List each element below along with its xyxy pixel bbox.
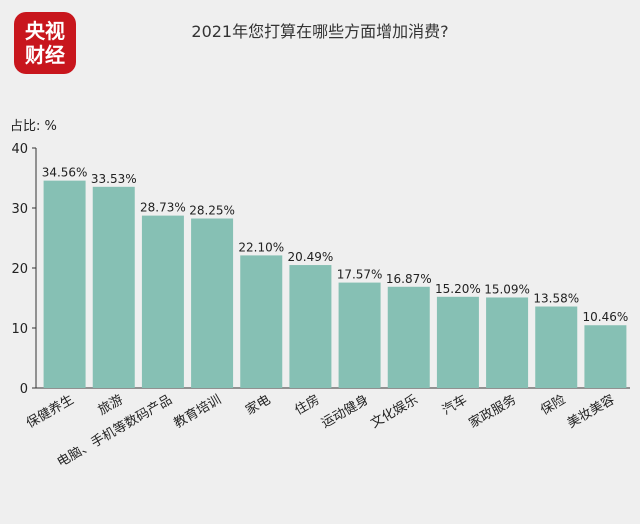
bar <box>535 306 578 388</box>
cctv-finance-logo: 央视 财经 <box>14 12 76 74</box>
category-label: 家政服务 <box>466 392 519 432</box>
data-label: 33.53% <box>91 172 137 186</box>
bar <box>43 180 86 388</box>
data-label: 28.73% <box>140 201 186 215</box>
data-label: 13.58% <box>533 292 579 306</box>
chart-title: 2021年您打算在哪些方面增加消费? <box>191 22 449 41</box>
y-tick-label: 20 <box>11 262 28 277</box>
category-label: 汽车 <box>439 392 470 419</box>
logo-line-2: 财经 <box>25 43 65 67</box>
category-label: 美妆美容 <box>564 392 617 432</box>
data-label: 28.25% <box>189 204 235 218</box>
category-label: 住房 <box>292 392 323 419</box>
data-label: 15.20% <box>435 282 481 296</box>
bar <box>436 296 479 388</box>
category-label: 文化娱乐 <box>368 392 421 431</box>
data-label: 10.46% <box>583 310 629 324</box>
data-label: 20.49% <box>288 250 334 264</box>
y-tick-label: 10 <box>11 322 28 337</box>
category-label: 家电 <box>243 392 274 419</box>
category-label: 保健养生 <box>24 392 77 432</box>
bar <box>141 215 184 388</box>
category-label: 保险 <box>538 392 568 418</box>
data-label: 16.87% <box>386 272 432 286</box>
bar <box>338 282 381 388</box>
bar <box>191 218 234 388</box>
category-label: 运动健身 <box>319 392 372 432</box>
data-label: 34.56% <box>42 166 88 180</box>
bar <box>584 325 627 388</box>
data-label: 22.10% <box>238 240 284 254</box>
y-axis-label: 占比: % <box>10 119 57 134</box>
y-tick-label: 40 <box>11 142 28 157</box>
category-label: 旅游 <box>96 392 126 418</box>
y-tick-label: 30 <box>11 202 28 217</box>
bar <box>240 255 283 388</box>
bar <box>289 265 332 388</box>
bar <box>486 297 529 388</box>
bar <box>387 286 430 388</box>
bar <box>92 186 135 388</box>
data-label: 15.09% <box>484 282 530 296</box>
category-label: 教育培训 <box>171 392 224 432</box>
logo-line-1: 央视 <box>25 19 65 43</box>
data-label: 17.57% <box>337 268 383 282</box>
y-tick-label: 0 <box>20 382 28 397</box>
